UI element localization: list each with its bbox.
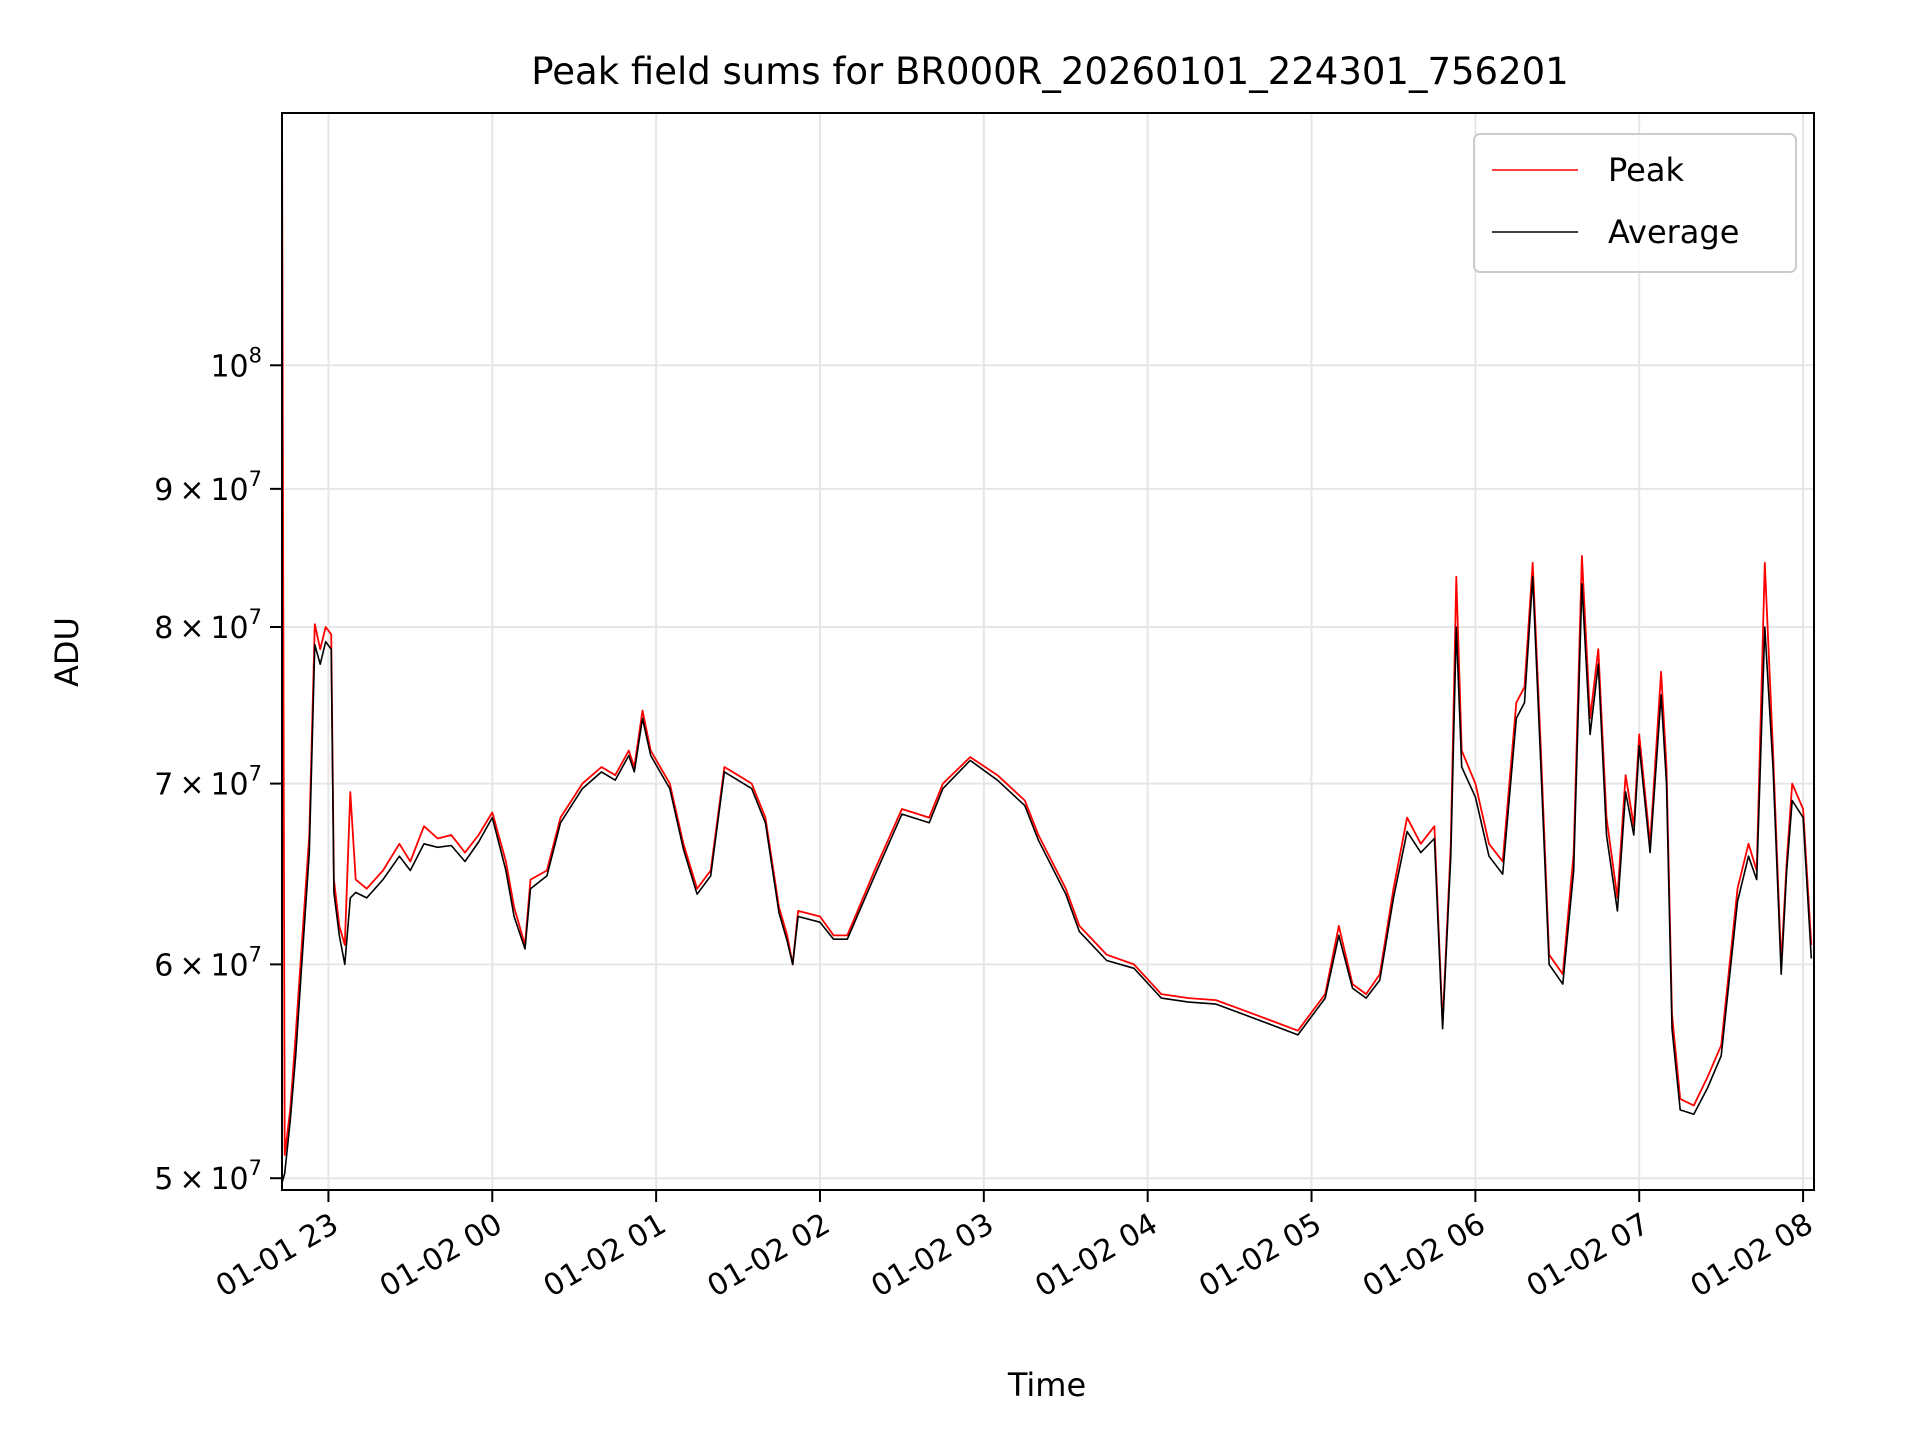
y-tick-label: 8 × 107 bbox=[154, 605, 262, 646]
y-tick-label: 108 bbox=[210, 343, 262, 384]
legend-label-peak: Peak bbox=[1608, 151, 1684, 189]
y-tick-label: 5 × 107 bbox=[154, 1156, 262, 1197]
series-layer bbox=[282, 113, 1813, 1184]
y-tick-label: 7 × 107 bbox=[154, 762, 262, 803]
chart-title: Peak field sums for BR000R_20260101_2243… bbox=[531, 50, 1568, 93]
series-line-peak bbox=[282, 113, 1813, 1156]
y-tick-label: 9 × 107 bbox=[154, 467, 262, 508]
plot-frame bbox=[281, 112, 1815, 1191]
legend: Peak Average bbox=[1473, 133, 1797, 273]
x-axis-label: Time bbox=[1007, 1366, 1086, 1404]
legend-label-average: Average bbox=[1608, 213, 1739, 251]
series-line-average bbox=[282, 576, 1813, 1184]
grid bbox=[282, 113, 1814, 1190]
y-axis-label: ADU bbox=[48, 617, 86, 687]
y-tick-label: 6 × 107 bbox=[154, 942, 262, 983]
legend-box bbox=[1473, 133, 1797, 273]
y-axis: 5 × 107 6 × 107 7 × 107 8 × 107 9 × 107 108 bbox=[154, 343, 282, 1197]
